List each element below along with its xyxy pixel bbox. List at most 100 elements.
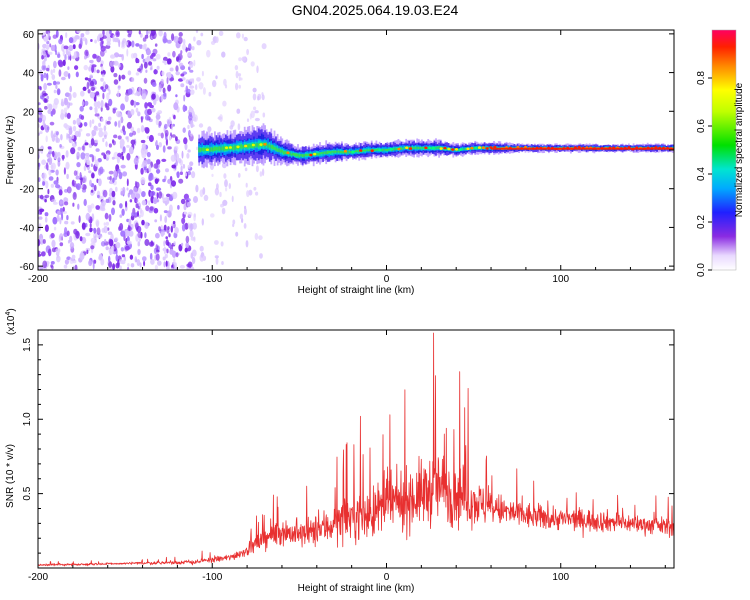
spectrogram-noise-cell <box>185 85 189 94</box>
spectrogram-noise-cell <box>59 242 64 247</box>
spectrogram-noise-cell <box>38 162 41 167</box>
spectrogram-noise-cell <box>177 36 183 45</box>
spectrogram-band-cell <box>356 150 359 153</box>
spectrogram-noise-cell <box>43 65 45 70</box>
spectrogram-noise-cell <box>261 168 265 176</box>
spectrogram-noise-cell <box>118 39 121 48</box>
spectrogram-band-cell <box>290 153 293 156</box>
spectrogram-band-cell <box>488 146 491 150</box>
spectrogram-noise-cell <box>116 156 120 164</box>
spectrogram-noise-cell <box>41 172 47 180</box>
spectrogram-noise-cell <box>85 212 91 221</box>
spectrogram-noise-cell <box>84 152 90 156</box>
spectrogram-noise-cell <box>176 56 179 62</box>
spectrogram-noise-cell <box>48 169 52 176</box>
spectrogram-noise-cell <box>43 97 47 103</box>
spectrogram-noise-cell <box>46 73 49 81</box>
spectrogram-band-cell <box>413 147 415 149</box>
spectrogram-noise-cell <box>153 207 159 214</box>
spectrogram-noise-cell <box>161 71 165 76</box>
spectrogram-noise-cell <box>178 157 182 164</box>
spectrogram-noise-cell <box>127 88 133 95</box>
spectrogram-noise-cell <box>76 151 80 160</box>
spectrogram-band-cell <box>308 153 310 156</box>
spectrogram-noise-cell <box>257 96 260 101</box>
spectrogram-noise-cell <box>121 208 125 216</box>
spectrogram-noise-cell <box>88 259 93 267</box>
spectrogram-band-cell <box>273 146 276 150</box>
spectrogram-y-tick-label: 0 <box>28 146 34 157</box>
spectrogram-noise-cell <box>64 201 69 206</box>
spectrogram-noise-cell <box>77 146 82 151</box>
spectrogram-noise-cell <box>58 69 62 77</box>
spectrogram-noise-cell <box>80 152 86 160</box>
spectrogram-noise-cell <box>149 192 153 197</box>
spectrogram-noise-cell <box>214 240 219 245</box>
spectrogram-noise-cell <box>52 68 56 74</box>
spectrogram-peak-cell <box>454 148 459 151</box>
spectrogram-noise-cell <box>42 97 45 101</box>
spectrogram-peak-cell <box>397 147 401 151</box>
spectrogram-noise-cell <box>166 248 169 254</box>
spectrogram-noise-cell <box>73 51 77 59</box>
spectrogram-band-cell <box>363 149 365 152</box>
spectrogram-noise-cell <box>98 130 104 138</box>
spectrogram-noise-cell <box>101 152 106 156</box>
spectrogram-noise-cell <box>183 137 188 145</box>
spectrogram-noise-cell <box>113 170 118 178</box>
spectrogram-noise-cell <box>62 206 65 213</box>
spectrogram-noise-cell <box>49 43 52 48</box>
spectrogram-noise-cell <box>73 135 77 141</box>
colorbar-tick-label: 0.2 <box>696 215 707 229</box>
spectrogram-noise-cell <box>175 71 180 76</box>
spectrogram-noise-cell <box>195 84 198 91</box>
spectrogram-band-cell <box>435 147 437 149</box>
spectrogram-noise-cell <box>162 145 166 153</box>
spectrogram-noise-cell <box>172 191 178 200</box>
spectrogram-noise-cell <box>41 114 47 122</box>
spectrogram-band-cell <box>239 144 241 149</box>
spectrogram-noise-cell <box>126 178 129 187</box>
spectrogram-noise-cell <box>93 184 97 192</box>
spectrogram-noise-cell <box>145 69 148 73</box>
spectrogram-noise-cell <box>85 30 90 35</box>
spectrogram-peak-cell <box>474 146 478 150</box>
spectrogram-noise-cell <box>113 60 119 66</box>
spectrogram-x-axis-label: Height of straight line (km) <box>298 285 415 296</box>
spectrogram-peak-cell <box>424 146 428 150</box>
spectrogram-noise-cell <box>137 111 141 117</box>
spectrogram-noise-cell <box>240 77 243 81</box>
spectrogram-noise-cell <box>42 260 48 269</box>
spectrogram-peak-cell <box>466 147 470 151</box>
spectrogram-noise-cell <box>196 77 201 82</box>
spectrogram-noise-cell <box>144 34 149 39</box>
spectrogram-noise-cell <box>38 253 42 257</box>
spectrogram-noise-cell <box>223 78 227 86</box>
spectrogram-noise-cell <box>45 162 49 170</box>
spectrogram-noise-cell <box>68 45 74 52</box>
spectrogram-noise-cell <box>113 79 119 85</box>
spectrogram-noise-cell <box>108 261 113 268</box>
spectrogram-noise-cell <box>89 179 92 187</box>
spectrogram-noise-cell <box>119 259 123 264</box>
spectrogram-band-cell <box>228 146 230 150</box>
spectrogram-noise-cell <box>201 70 204 77</box>
spectrogram-noise-cell <box>149 206 154 211</box>
spectrogram-noise-cell <box>66 173 69 180</box>
colorbar: 0.0 0.2 0.4 0.6 0.8 Normalized spectral ampl… <box>696 29 745 277</box>
spectrogram-band-cell <box>375 149 378 151</box>
spectrogram-band-cell <box>322 152 324 155</box>
spectrogram-band-cell <box>366 149 368 151</box>
spectrogram-peak-cell <box>481 146 485 149</box>
spectrogram-noise-cell <box>149 252 153 261</box>
spectrogram-noise-cell <box>110 65 115 73</box>
spectrogram-noise-cell <box>164 123 168 130</box>
spectrogram-noise-cell <box>195 30 199 34</box>
spectrogram-noise-cell <box>238 84 241 89</box>
spectrogram-noise-cell <box>85 232 91 237</box>
spectrogram-peak-cell <box>408 147 413 150</box>
snr-y-axis-label: SNR (10 * v/v) <box>5 444 16 508</box>
spectrogram-y-tick-label: -20 <box>20 185 35 196</box>
spectrogram-noise-cell <box>132 130 137 136</box>
spectrogram-noise-cell <box>167 179 171 184</box>
